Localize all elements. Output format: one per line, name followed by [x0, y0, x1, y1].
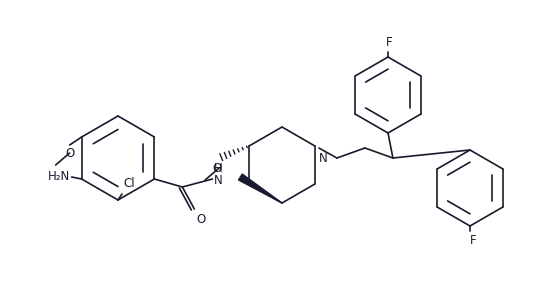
- Polygon shape: [238, 174, 282, 203]
- Text: F: F: [386, 36, 393, 49]
- Text: O: O: [212, 162, 222, 175]
- Text: H₂N: H₂N: [47, 171, 70, 184]
- Text: F: F: [470, 234, 477, 247]
- Text: Cl: Cl: [123, 177, 135, 190]
- Text: H
N: H N: [214, 162, 223, 188]
- Text: O: O: [197, 213, 206, 226]
- Text: N: N: [319, 152, 328, 165]
- Text: O: O: [65, 147, 74, 160]
